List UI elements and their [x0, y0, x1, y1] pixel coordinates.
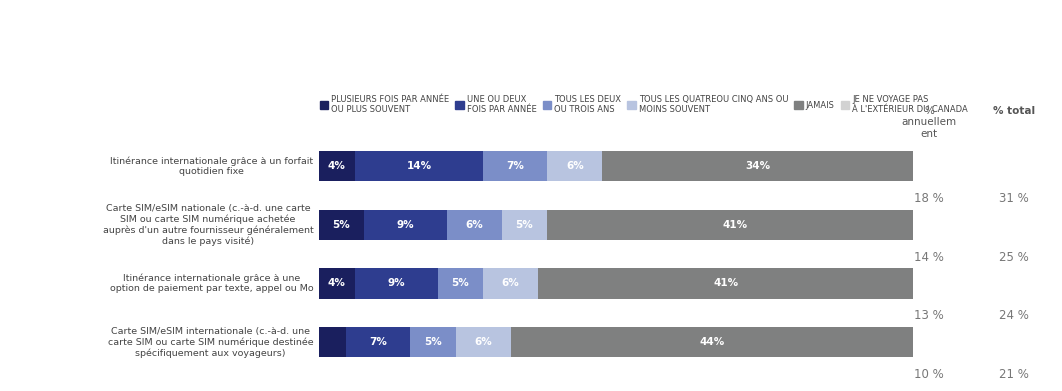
Bar [447, 210, 501, 240]
Bar [355, 151, 483, 181]
Text: 44%: 44% [700, 337, 724, 347]
Bar [456, 327, 511, 357]
Bar [319, 268, 355, 299]
Text: 34%: 34% [746, 161, 770, 171]
Text: 6%: 6% [475, 337, 492, 347]
Text: 10 %: 10 % [914, 368, 944, 381]
Text: Itinérance internationale grâce à un forfait
quotidien fixe: Itinérance internationale grâce à un for… [110, 156, 313, 176]
Text: 4%: 4% [328, 278, 346, 289]
Text: 4%: 4% [328, 161, 346, 171]
Text: %
annuellem
ent: % annuellem ent [902, 106, 957, 139]
Bar [410, 327, 456, 357]
Text: 5%: 5% [332, 220, 350, 230]
Text: 13 %: 13 % [914, 309, 944, 322]
Bar [913, 151, 1062, 181]
Text: 34%: 34% [1057, 161, 1062, 171]
Text: 41%: 41% [722, 220, 748, 230]
Bar [438, 268, 483, 299]
Text: 14 %: 14 % [914, 251, 944, 264]
Text: 31 %: 31 % [999, 192, 1029, 205]
Text: 25 %: 25 % [999, 251, 1029, 264]
Text: 6%: 6% [502, 278, 519, 289]
Text: 5%: 5% [451, 278, 469, 289]
Bar [319, 210, 364, 240]
Text: 34%: 34% [1057, 278, 1062, 289]
Bar [602, 151, 913, 181]
Bar [511, 327, 913, 357]
Text: 7%: 7% [370, 337, 387, 347]
Text: 9%: 9% [388, 278, 406, 289]
Bar [483, 151, 547, 181]
Bar [319, 327, 346, 357]
Text: Carte SIM/eSIM nationale (c.-à-d. une carte
SIM ou carte SIM numérique achetée
a: Carte SIM/eSIM nationale (c.-à-d. une ca… [103, 204, 313, 246]
Bar [547, 151, 602, 181]
Text: 9%: 9% [397, 220, 414, 230]
Text: 41%: 41% [714, 278, 738, 289]
Bar [913, 268, 1062, 299]
Text: 5%: 5% [515, 220, 533, 230]
Text: 6%: 6% [566, 161, 584, 171]
Text: % total: % total [993, 106, 1035, 116]
Text: Carte SIM/eSIM internationale (c.-à-d. une
carte SIM ou carte SIM numérique dest: Carte SIM/eSIM internationale (c.-à-d. u… [107, 326, 313, 358]
Text: 6%: 6% [465, 220, 483, 230]
Bar [346, 327, 410, 357]
Text: 7%: 7% [507, 161, 525, 171]
Bar [913, 327, 1062, 357]
Bar [923, 210, 1062, 240]
Bar [355, 268, 438, 299]
Bar [538, 268, 913, 299]
Text: 24 %: 24 % [999, 309, 1029, 322]
Text: 21 %: 21 % [999, 368, 1029, 381]
Bar [501, 210, 547, 240]
Bar [483, 268, 538, 299]
Bar [547, 210, 923, 240]
Text: 5%: 5% [424, 337, 442, 347]
Text: 34%: 34% [1057, 337, 1062, 347]
Bar [319, 151, 355, 181]
Legend: PLUSIEURS FOIS PAR ANNÉE
OU PLUS SOUVENT, UNE OU DEUX
FOIS PAR ANNÉE, TOUS LES D: PLUSIEURS FOIS PAR ANNÉE OU PLUS SOUVENT… [320, 95, 967, 114]
Text: Itinérance internationale grâce à une
option de paiement par texte, appel ou Mo: Itinérance internationale grâce à une op… [109, 274, 313, 293]
Text: 14%: 14% [407, 161, 432, 171]
Text: 18 %: 18 % [914, 192, 944, 205]
Bar [364, 210, 447, 240]
